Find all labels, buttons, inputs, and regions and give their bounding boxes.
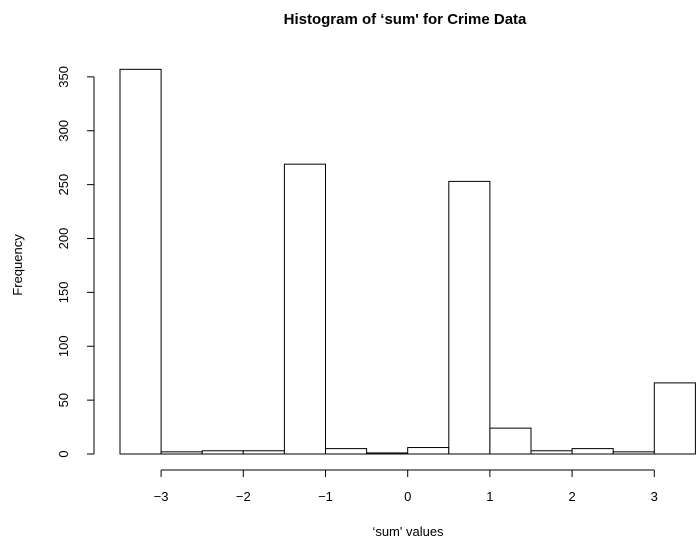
x-tick-label: 0 <box>404 489 411 504</box>
histogram-bar <box>242 450 285 455</box>
y-tick-label: 100 <box>56 335 71 357</box>
histogram-bar <box>612 451 655 455</box>
x-tick-label: 3 <box>651 489 658 504</box>
x-axis: −3 −2 −1 0 1 2 3 <box>154 469 658 504</box>
y-tick-label: 0 <box>56 450 71 457</box>
histogram-bar <box>653 382 696 455</box>
histogram-bar <box>448 180 491 455</box>
y-tick-label: 250 <box>56 174 71 196</box>
histogram-bar <box>489 427 532 455</box>
histogram-bar <box>201 450 244 455</box>
histogram-bar <box>530 450 573 455</box>
histogram-bar <box>407 447 450 455</box>
x-tick-label: −1 <box>318 489 333 504</box>
y-tick-label: 150 <box>56 282 71 304</box>
y-tick-label: 50 <box>56 393 71 407</box>
y-tick-label: 200 <box>56 228 71 250</box>
bars-group <box>119 68 696 455</box>
y-axis-label: Frequency <box>10 234 25 296</box>
histogram-bar <box>325 448 368 455</box>
chart-title: Histogram of ‘sum' for Crime Data <box>284 11 527 28</box>
x-tick-label: 2 <box>568 489 575 504</box>
y-axis: 0 50 100 150 200 250 300 350 <box>56 66 95 458</box>
y-tick-label: 350 <box>56 66 71 88</box>
histogram-bar <box>119 68 162 455</box>
histogram-bar <box>160 451 203 455</box>
x-axis-label: ‘sum' values <box>372 524 444 539</box>
x-tick-label: −3 <box>154 489 169 504</box>
x-tick-label: 1 <box>486 489 493 504</box>
histogram-bar <box>571 448 614 455</box>
x-tick-label: −2 <box>236 489 251 504</box>
y-tick-label: 300 <box>56 120 71 142</box>
histogram-bar <box>283 163 326 455</box>
histogram-bar <box>366 452 409 455</box>
